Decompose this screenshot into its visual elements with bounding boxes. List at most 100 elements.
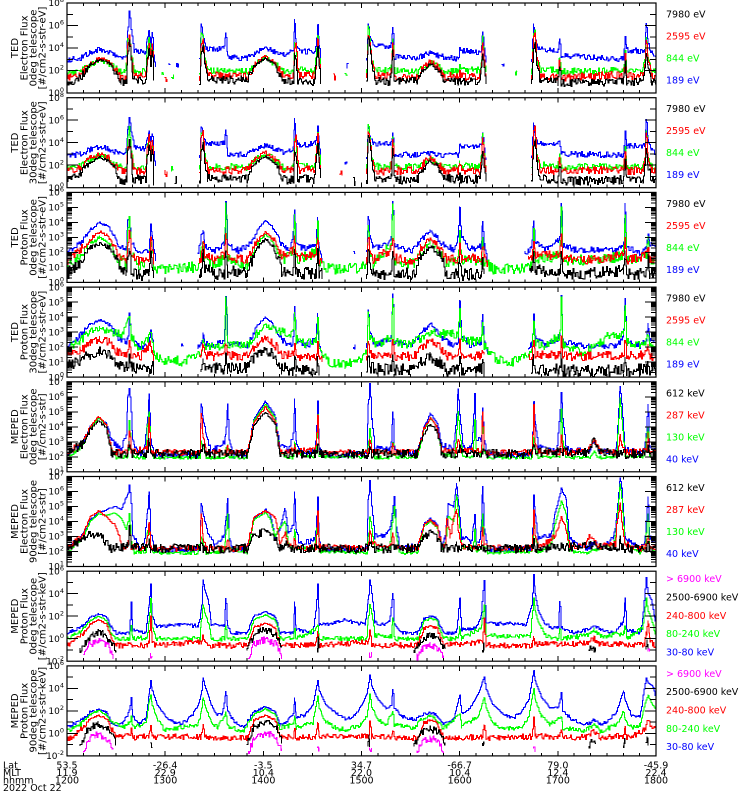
y-tick-label-base: 10: [48, 468, 60, 478]
y-tick-label-base: 10: [48, 189, 60, 199]
series-line-7980-ev: [67, 135, 656, 186]
legend-label-844-ev: 844 eV: [666, 338, 700, 349]
y-axis-title-line-4: [#/cm2-s-str-eV]: [38, 101, 49, 184]
y-tick-label: 102: [48, 340, 64, 353]
series-line-844-ev: [67, 296, 656, 370]
x-axis-mlt-tick-label: 10.4: [253, 768, 274, 779]
y-tick-label-base: 10: [48, 473, 60, 483]
y-tick-label: 100: [48, 727, 64, 740]
series-line-40-kev: [67, 383, 656, 459]
date-label: 2022 Oct 22: [3, 783, 62, 794]
y-tick-label-base: 10: [48, 249, 60, 259]
y-tick-label: 103: [48, 231, 64, 244]
series-line-189-ev: [67, 10, 656, 69]
series-line-2595-ev: [67, 125, 656, 177]
y-tick-label-exponent: 0: [60, 86, 64, 94]
y-tick-label-base: 10: [48, 264, 60, 274]
y-tick-label-base: 10: [48, 533, 60, 543]
y-axis-title-line-2: Electron Flux: [20, 110, 31, 175]
y-tick-label-exponent: 0: [60, 632, 64, 640]
x-axis-mlt-tick-label: 22.9: [155, 768, 176, 779]
y-axis-title-line-2: Proton Flux: [20, 683, 31, 739]
series-line-240-800-kev: [67, 615, 656, 649]
y-tick-label: 105: [48, 500, 64, 513]
axis-ticks: [67, 97, 656, 188]
series-line-844-ev: [67, 202, 656, 275]
y-axis-title-line-1: MEPED: [10, 598, 21, 633]
y-tick-label: 106: [48, 280, 64, 293]
legend-label-240-800-kev: 240-800 keV: [666, 611, 727, 622]
series-line-7980-ev: [67, 346, 656, 378]
x-axis-hhmm-tick-label: 1400: [251, 776, 275, 787]
series-line-30-80-kev: [67, 670, 656, 729]
legend-label-80-240-kev: 80-240 keV: [666, 724, 721, 735]
y-tick-label-base: 10: [48, 161, 60, 171]
y-tick-label: 103: [48, 325, 64, 338]
y-tick-label-base: 10: [48, 313, 60, 323]
y-tick-label: 106: [48, 564, 64, 577]
y-tick-label: 102: [48, 609, 64, 622]
y-tick-label-exponent: 0: [60, 370, 64, 378]
y-tick-label-base: 10: [48, 408, 60, 418]
legend-label-287-kev: 287 keV: [666, 410, 705, 421]
y-tick-label-exponent: -2: [58, 749, 64, 757]
y-tick-label: 103: [48, 435, 64, 448]
y-tick-label: 106: [48, 19, 64, 32]
y-tick-label-exponent: 2: [60, 704, 64, 712]
series-line-612-kev: [67, 524, 656, 554]
y-axis-title-line-2: Electron Flux: [20, 489, 31, 554]
y-axis-title-line-4: [#/cm2-s-str]: [38, 393, 49, 460]
y-tick-label: 101: [48, 261, 64, 274]
y-tick-label: 104: [48, 41, 64, 54]
y-axis-title-line-4: [#/cm2-s-str]: [38, 488, 49, 555]
x-axis-row-label-lat: Lat: [3, 761, 18, 772]
legend-label-2595-ev: 2595 eV: [666, 126, 706, 137]
legend-label-7980-ev: 7980 eV: [666, 199, 706, 210]
y-tick-label: 102: [48, 158, 64, 171]
y-tick-label-exponent: 2: [60, 340, 64, 348]
x-axis-lat-tick-label: -45.9: [644, 761, 669, 772]
y-tick-label-exponent: 3: [60, 530, 64, 538]
y-tick-label-base: 10: [48, 298, 60, 308]
legend-label-40-kev: 40 keV: [666, 454, 699, 465]
y-tick-label-base: 10: [48, 44, 60, 54]
legend-label-7980-ev: 7980 eV: [666, 104, 706, 115]
y-axis-title-line-2: Proton Flux: [20, 209, 31, 265]
legend-label-30-80-kev: 30-80 keV: [666, 647, 715, 658]
legend-label-80-240-kev: 80-240 keV: [666, 629, 721, 640]
legend-label-130-kev: 130 keV: [666, 527, 705, 538]
y-tick-label-base: 10: [48, 662, 60, 672]
y-axis-title-line-1: TED: [10, 322, 21, 343]
series-line-240-800-kev: [67, 714, 656, 742]
y-tick-label-exponent: 2: [60, 64, 64, 72]
y-tick-label: 104: [48, 420, 64, 433]
legend-label-612-kev: 612 keV: [666, 388, 705, 399]
y-tick-label: 104: [48, 136, 64, 149]
series-line-2500-6900-kev: [79, 719, 649, 749]
legend-label-6900-kev: > 6900 keV: [666, 669, 722, 680]
y-tick-label: 100: [48, 370, 64, 383]
y-tick-label-exponent: 6: [60, 113, 64, 121]
x-axis-mlt-tick-label: 22.4: [645, 768, 666, 779]
x-axis-row-label-hhmm: hhmm: [3, 776, 34, 787]
y-tick-label-exponent: 6: [60, 186, 64, 194]
y-tick-label: 107: [48, 375, 64, 388]
y-axis-title-line-3: 90deg telescope: [29, 480, 40, 563]
y-axis-title-line-1: MEPED: [10, 409, 21, 444]
y-tick-label: 101: [48, 465, 64, 478]
y-tick-label-base: 10: [48, 22, 60, 32]
x-axis-lat-tick-label: 34.7: [351, 761, 372, 772]
series-line-40-kev: [67, 477, 656, 554]
x-axis-labels: Lat 53.5 -26.4 -3.5 34.7 -66.7 79.0 -45.9 MLT 11.…: [3, 761, 668, 795]
y-tick-label-exponent: 6: [60, 659, 64, 667]
series-layer: [67, 670, 656, 754]
legend-label-130-kev: 130 keV: [666, 432, 705, 443]
x-axis-hhmm-tick-label: 1200: [55, 776, 79, 787]
y-tick-label-exponent: 0: [60, 181, 64, 189]
series-line-844-ev: [67, 25, 656, 79]
y-tick-label-exponent: 1: [60, 261, 64, 269]
x-axis-row-label-mlt: MLT: [3, 768, 21, 779]
y-tick-label-base: 10: [48, 219, 60, 229]
y-tick-label-exponent: 8: [60, 91, 64, 99]
